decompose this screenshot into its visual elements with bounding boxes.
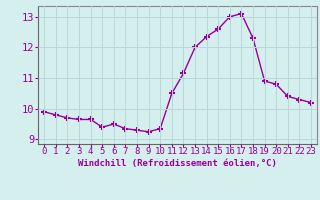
X-axis label: Windchill (Refroidissement éolien,°C): Windchill (Refroidissement éolien,°C) bbox=[78, 159, 277, 168]
